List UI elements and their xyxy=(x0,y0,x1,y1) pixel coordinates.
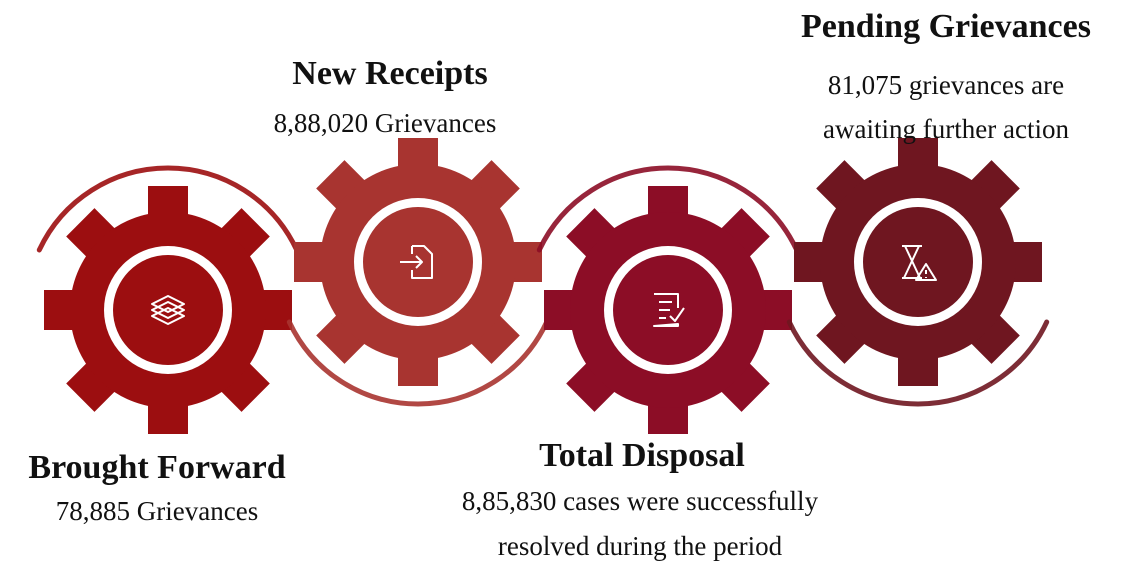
step-text: resolved during the period xyxy=(498,531,783,561)
gear xyxy=(539,168,796,434)
infographic: Brought Forward 78,885 Grievances New Re… xyxy=(0,0,1125,567)
step-text: 8,85,830 cases were successfully xyxy=(462,486,819,516)
gear xyxy=(289,138,546,404)
step-text: awaiting further action xyxy=(823,114,1069,144)
gear-hub xyxy=(113,255,223,365)
step-title: New Receipts xyxy=(292,55,487,92)
step-title: Total Disposal xyxy=(539,437,745,474)
gear xyxy=(39,168,296,434)
step-text: 81,075 grievances are xyxy=(828,70,1064,100)
step-text: 78,885 Grievances xyxy=(56,496,258,526)
gear xyxy=(789,138,1046,404)
step-title: Pending Grievances xyxy=(801,8,1091,45)
gear-hub xyxy=(863,207,973,317)
step-title: Brought Forward xyxy=(28,449,285,486)
step-text: 8,88,020 Grievances xyxy=(274,108,497,138)
